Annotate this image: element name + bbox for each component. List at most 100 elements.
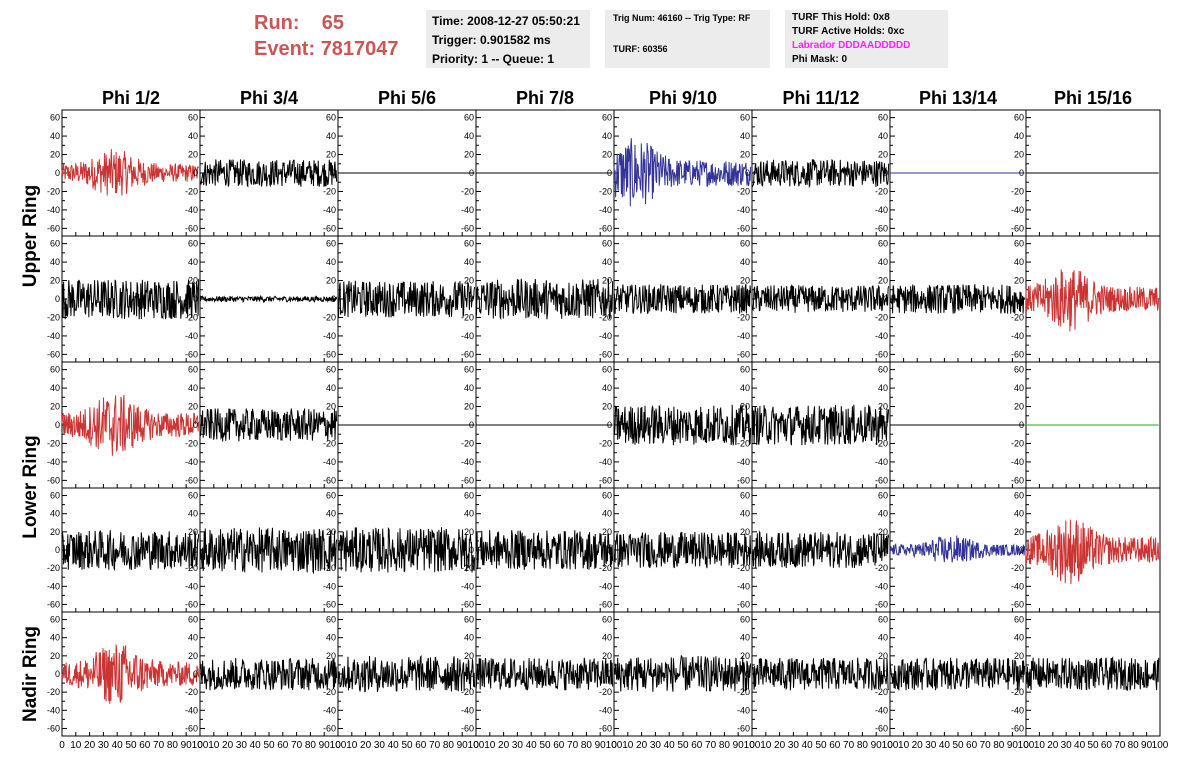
- x-tick-label: 80: [443, 740, 455, 751]
- y-tick-label: -40: [875, 205, 888, 215]
- trig-num-text: Trig Num: 46160 -- Trig Type: RF: [613, 13, 751, 23]
- trigger-info-box: Trig Num: 46160 -- Trig Type: RF TURF: 6…: [605, 10, 770, 68]
- y-tick-label: 60: [188, 113, 198, 123]
- y-tick-label: 40: [602, 257, 612, 267]
- y-tick-label: -40: [323, 581, 336, 591]
- y-tick-label: 40: [1014, 131, 1024, 141]
- run-event-label: Run: 65 Event: 7817047: [254, 10, 399, 62]
- waveform-trace: [613, 404, 752, 446]
- x-tick-label: 0: [1023, 740, 1029, 751]
- x-tick-label: 70: [1114, 740, 1126, 751]
- run-number: 65: [321, 12, 345, 34]
- y-tick-label: 0: [55, 669, 60, 679]
- x-tick-label: 90: [181, 740, 193, 751]
- y-tick-label: 40: [1014, 509, 1024, 519]
- x-tick-label: 10: [484, 740, 496, 751]
- x-tick-label: 60: [139, 740, 151, 751]
- x-tick-label: 10: [346, 740, 358, 751]
- waveform-trace: [475, 657, 614, 691]
- y-tick-label: -60: [47, 223, 60, 233]
- y-tick-label: -60: [461, 723, 474, 733]
- x-tick-label: 10: [622, 740, 634, 751]
- y-tick-label: 60: [878, 491, 888, 501]
- x-tick-label: 100: [606, 740, 623, 751]
- y-tick-label: 20: [326, 402, 336, 412]
- y-tick-label: 60: [602, 239, 612, 249]
- y-tick-label: -20: [599, 563, 612, 573]
- y-tick-label: 20: [326, 527, 336, 537]
- y-tick-label: -20: [599, 687, 612, 697]
- x-tick-label: 30: [236, 740, 248, 751]
- y-tick-label: 40: [740, 257, 750, 267]
- y-tick-label: 0: [745, 168, 750, 178]
- y-tick-label: -60: [599, 475, 612, 485]
- x-tick-label: 20: [84, 740, 96, 751]
- y-tick-label: 60: [188, 615, 198, 625]
- y-tick-label: 0: [469, 168, 474, 178]
- y-tick-label: -20: [47, 563, 60, 573]
- x-tick-label: 50: [401, 740, 413, 751]
- y-tick-label: 60: [602, 615, 612, 625]
- y-tick-label: -20: [47, 312, 60, 322]
- y-tick-label: 20: [740, 276, 750, 286]
- y-tick-label: -20: [875, 186, 888, 196]
- y-tick-label: -60: [461, 223, 474, 233]
- y-tick-label: 20: [878, 527, 888, 537]
- y-tick-label: -60: [875, 223, 888, 233]
- y-tick-label: -20: [47, 687, 60, 697]
- x-tick-label: 100: [330, 740, 347, 751]
- waveform-trace: [475, 530, 614, 570]
- waveform-trace: [613, 282, 752, 314]
- y-tick-label: 0: [745, 669, 750, 679]
- y-tick-label: -20: [737, 312, 750, 322]
- y-tick-label: -60: [323, 349, 336, 359]
- y-tick-label: 20: [326, 276, 336, 286]
- y-tick-label: -60: [185, 599, 198, 609]
- x-tick-label: 50: [677, 740, 689, 751]
- y-tick-label: 60: [1014, 113, 1024, 123]
- y-tick-label: 0: [193, 669, 198, 679]
- y-tick-label: 40: [50, 383, 60, 393]
- y-tick-label: 60: [464, 491, 474, 501]
- waveform-trace: [889, 657, 1026, 691]
- waveform-trace: [613, 531, 752, 569]
- x-tick-label: 80: [1128, 740, 1140, 751]
- trigger-text: Trigger: 0.901582 ms: [432, 33, 551, 47]
- y-tick-label: -60: [875, 349, 888, 359]
- y-tick-label: -40: [185, 205, 198, 215]
- x-tick-label: 0: [59, 740, 65, 751]
- y-tick-label: 60: [602, 491, 612, 501]
- x-tick-label: 70: [843, 740, 855, 751]
- y-tick-label: -20: [599, 438, 612, 448]
- y-tick-label: 40: [326, 633, 336, 643]
- waveform-trace: [751, 284, 890, 313]
- x-tick-label: 20: [774, 740, 786, 751]
- y-tick-label: -20: [875, 563, 888, 573]
- y-tick-label: 0: [745, 420, 750, 430]
- y-tick-label: -60: [323, 475, 336, 485]
- column-header: Phi 9/10: [649, 88, 717, 108]
- y-tick-label: -20: [185, 186, 198, 196]
- y-tick-label: -40: [461, 205, 474, 215]
- column-header: Phi 1/2: [102, 88, 160, 108]
- y-tick-label: 20: [1014, 527, 1024, 537]
- y-tick-label: 0: [883, 669, 888, 679]
- column-header: Phi 5/6: [378, 88, 436, 108]
- waveform-trace: [889, 284, 1026, 314]
- y-tick-label: 60: [50, 491, 60, 501]
- y-tick-label: 20: [740, 651, 750, 661]
- y-tick-label: -60: [185, 223, 198, 233]
- waveform-trace: [337, 527, 476, 573]
- y-tick-label: 0: [193, 294, 198, 304]
- x-tick-label: 20: [1047, 740, 1059, 751]
- y-tick-label: -40: [875, 457, 888, 467]
- y-tick-label: 0: [883, 545, 888, 555]
- x-tick-label: 60: [553, 740, 565, 751]
- event-number: 7817047: [320, 38, 399, 60]
- y-tick-label: 0: [469, 545, 474, 555]
- y-tick-label: 40: [878, 131, 888, 141]
- y-tick-label: 20: [878, 276, 888, 286]
- y-tick-label: 20: [50, 527, 60, 537]
- y-tick-label: -20: [1011, 186, 1024, 196]
